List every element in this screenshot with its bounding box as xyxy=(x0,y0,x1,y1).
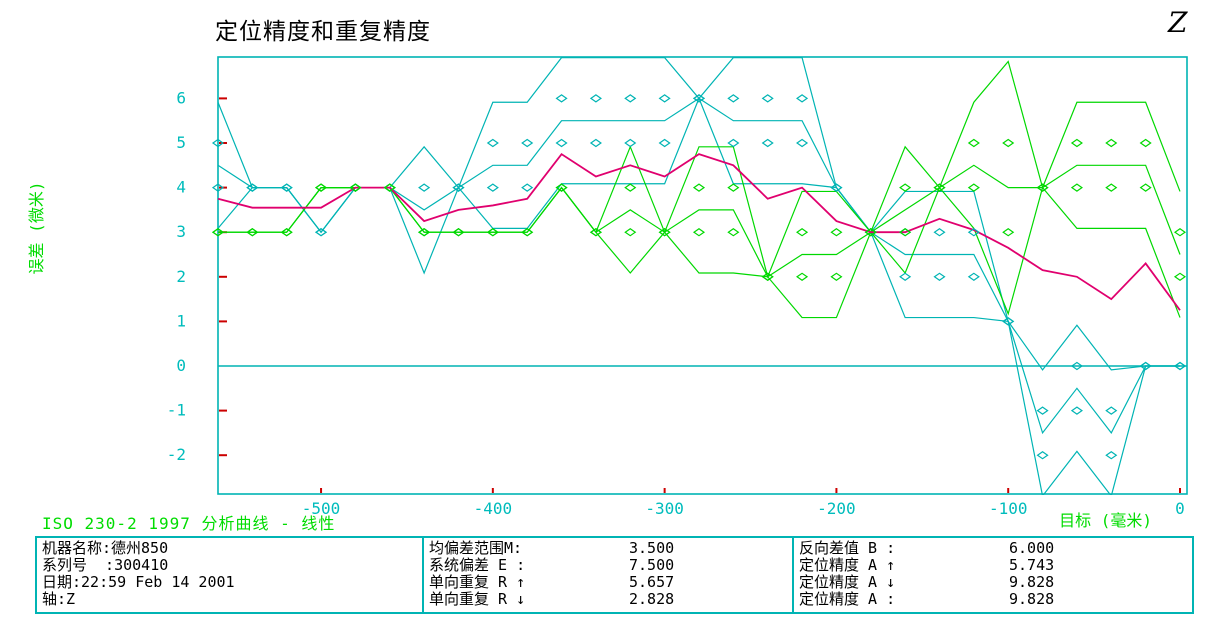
stat-label: 系统偏差 E : xyxy=(429,556,526,574)
accuracy-bidirectional-row: 定位精度 A : 9.828 xyxy=(799,591,1192,608)
stat-label: 单向重复 R ↓ xyxy=(429,590,526,608)
results-table: 机器名称:德州850 系列号 :300410 日期:22:59 Feb 14 2… xyxy=(35,536,1194,614)
svg-text:2: 2 xyxy=(176,267,186,286)
page-title: 定位精度和重复精度 xyxy=(215,19,431,44)
svg-text:-1: -1 xyxy=(167,401,186,420)
x-axis-title: 目标 (毫米) xyxy=(1059,511,1152,530)
stat-label: 定位精度 A ↓ xyxy=(799,573,896,591)
svg-text:5: 5 xyxy=(176,133,186,152)
stats-right-column: 反向差值 B : 6.000 定位精度 A ↑ 5.743 定位精度 A ↓ 9… xyxy=(792,538,1192,612)
svg-text:4: 4 xyxy=(176,178,186,197)
svg-text:0: 0 xyxy=(1175,499,1185,518)
mean-deviation-range-row: 均偏差范围M: 3.500 xyxy=(429,540,792,557)
stat-value: 7.500 xyxy=(629,556,675,574)
svg-text:-100: -100 xyxy=(989,499,1028,518)
repeatability-down-row: 单向重复 R ↓ 2.828 xyxy=(429,591,792,608)
stat-label: 单向重复 R ↑ xyxy=(429,573,526,591)
stat-label: 定位精度 A ↑ xyxy=(799,556,896,574)
date-row: 日期:22:59 Feb 14 2001 xyxy=(42,573,235,591)
svg-text:-2: -2 xyxy=(167,445,186,464)
svg-text:1: 1 xyxy=(176,311,186,330)
stat-value: 5.657 xyxy=(629,573,675,591)
stat-label: 反向差值 B : xyxy=(799,539,896,557)
machine-info-column: 机器名称:德州850 系列号 :300410 日期:22:59 Feb 14 2… xyxy=(37,538,422,612)
stat-value: 9.828 xyxy=(1009,573,1055,591)
svg-text:6: 6 xyxy=(176,88,186,107)
svg-text:-300: -300 xyxy=(645,499,684,518)
stat-value: 9.828 xyxy=(1009,590,1055,608)
stat-label: 定位精度 A : xyxy=(799,590,896,608)
stat-value: 3.500 xyxy=(629,539,675,557)
accuracy-up-row: 定位精度 A ↑ 5.743 xyxy=(799,557,1192,574)
svg-text:-500: -500 xyxy=(302,499,341,518)
stat-value: 2.828 xyxy=(629,590,675,608)
svg-text:3: 3 xyxy=(176,222,186,241)
accuracy-chart: 6 5 4 3 2 1 0 -1 -2 -500 -400 -300 -200 -100 0 目标 (毫米) 误… xyxy=(27,56,1188,530)
systematic-deviation-row: 系统偏差 E : 7.500 xyxy=(429,557,792,574)
stat-value: 5.743 xyxy=(1009,556,1055,574)
repeatability-up-row: 单向重复 R ↑ 5.657 xyxy=(429,574,792,591)
accuracy-down-row: 定位精度 A ↓ 9.828 xyxy=(799,574,1192,591)
svg-text:-200: -200 xyxy=(817,499,856,518)
stat-value: 6.000 xyxy=(1009,539,1055,557)
svg-text:0: 0 xyxy=(176,356,186,375)
stats-mid-column: 均偏差范围M: 3.500 系统偏差 E : 7.500 单向重复 R ↑ 5.… xyxy=(422,538,792,612)
y-axis-title: 误差 (微米) xyxy=(27,182,46,275)
svg-text:-400: -400 xyxy=(474,499,513,518)
analysis-standard-label: ISO 230-2 1997 分析曲线 - 线性 xyxy=(42,514,336,533)
axis-tag-label: Z xyxy=(1168,6,1188,39)
stat-label: 均偏差范围M: xyxy=(429,539,523,557)
backlash-row: 反向差值 B : 6.000 xyxy=(799,540,1192,557)
serial-number-row: 系列号 :300410 xyxy=(42,556,169,574)
machine-name-row: 机器名称:德州850 xyxy=(42,539,169,557)
axis-row: 轴:Z xyxy=(42,590,76,608)
